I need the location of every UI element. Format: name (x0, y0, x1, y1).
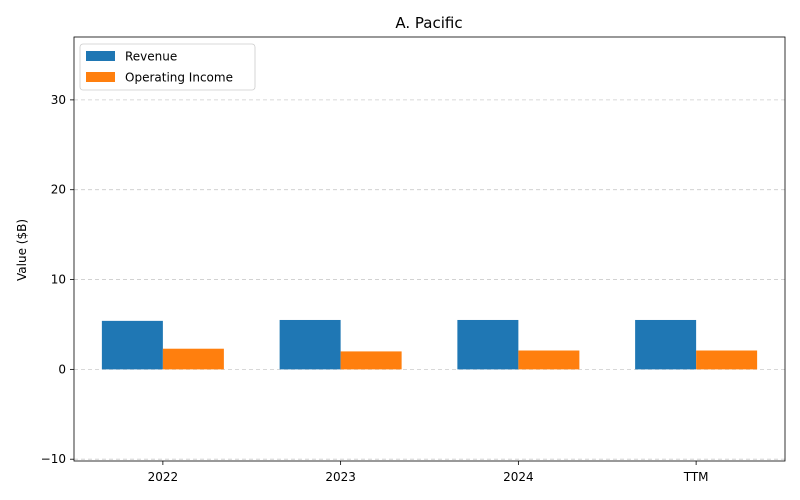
y-tick-label: 20 (51, 183, 66, 197)
bar-revenue (457, 319, 519, 370)
grid-lines (74, 99, 785, 460)
legend-label: Operating Income (125, 71, 233, 85)
plot-frame (73, 36, 786, 462)
y-axis-label: Value ($B) (15, 219, 29, 281)
x-tick-label: 2023 (325, 470, 356, 484)
legend-label: Revenue (125, 50, 177, 64)
bar-revenue (279, 319, 341, 370)
bar-operating-income (162, 348, 224, 370)
y-tick-label: 0 (58, 362, 66, 376)
legend-swatch (86, 72, 115, 82)
chart-title: A. Pacific (395, 14, 462, 32)
legend-swatch (86, 51, 115, 61)
bar-operating-income (518, 350, 580, 370)
legend: Revenue Operating Income (79, 43, 256, 91)
x-tick-label: 2022 (148, 470, 179, 484)
x-tick-label: TTM (683, 470, 709, 484)
y-tick-label: 10 (51, 273, 66, 287)
axes: −10 0 10 20 30 2022 2023 2024 TTM (41, 36, 786, 484)
x-tick-label: 2024 (503, 470, 534, 484)
bar-revenue (635, 319, 697, 370)
y-tick-label: −10 (41, 452, 66, 466)
bar-operating-income (696, 350, 758, 370)
legend-box (79, 43, 256, 91)
bars (101, 319, 758, 370)
y-tick-label: 30 (51, 93, 66, 107)
bar-revenue (101, 320, 163, 370)
bar-operating-income (340, 351, 402, 370)
